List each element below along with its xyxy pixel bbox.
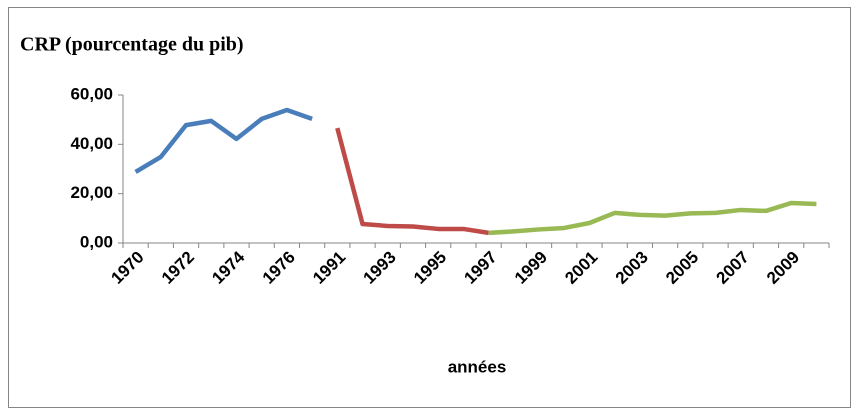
chart-title: CRP (pourcentage du pib) [20,34,244,56]
y-tick-label: 60,00 [70,84,113,103]
x-axis-title: années [448,357,507,376]
y-tick-label: 40,00 [70,134,113,153]
y-tick-label: 0,00 [80,232,113,251]
series-line [134,107,313,174]
chart-frame [8,7,851,408]
y-tick-label: 20,00 [70,183,113,202]
series-line [488,200,817,236]
series-line [335,127,489,236]
